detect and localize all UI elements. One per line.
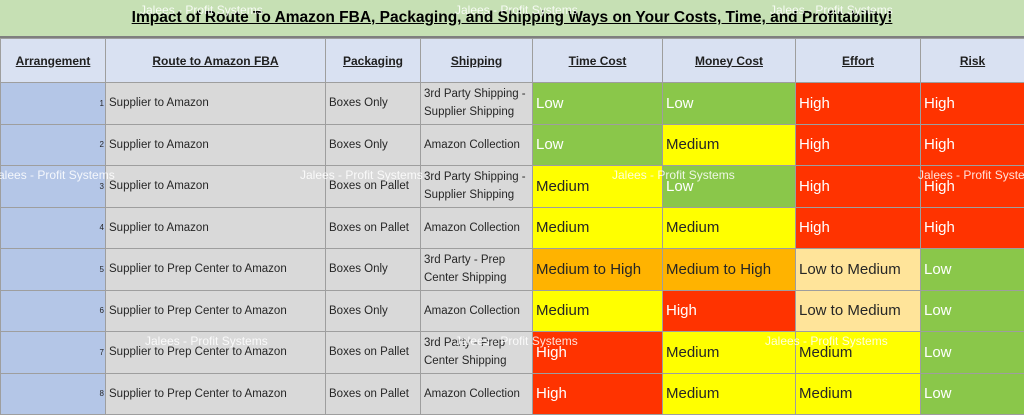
- sheet-title: Impact of Route To Amazon FBA, Packaging…: [131, 9, 893, 26]
- packaging-cell: Boxes Only: [325, 123, 421, 166]
- route-cell: Supplier to Amazon: [105, 123, 326, 166]
- time-cost-cell: Low: [532, 123, 663, 166]
- packaging-cell: Boxes Only: [325, 289, 421, 332]
- header-money-cost: Money Cost: [662, 38, 796, 83]
- risk-cell: Low: [920, 289, 1024, 332]
- table-row: 4 Supplier to Amazon Boxes on Pallet Ama…: [0, 206, 1024, 249]
- arrangement-number: 8: [0, 372, 106, 415]
- risk-cell: High: [920, 206, 1024, 249]
- risk-cell: High: [920, 123, 1024, 166]
- table-row: 6 Supplier to Prep Center to Amazon Boxe…: [0, 289, 1024, 332]
- time-cost-cell: Low: [532, 82, 663, 125]
- money-cost-cell: Medium: [662, 123, 796, 166]
- shipping-cell: Amazon Collection: [420, 206, 533, 249]
- route-cell: Supplier to Amazon: [105, 82, 326, 125]
- time-cost-cell: Medium: [532, 289, 663, 332]
- money-cost-cell: Medium: [662, 206, 796, 249]
- packaging-cell: Boxes Only: [325, 248, 421, 291]
- effort-cell: High: [795, 82, 921, 125]
- table-row: 7 Supplier to Prep Center to Amazon Boxe…: [0, 331, 1024, 374]
- route-cell: Supplier to Prep Center to Amazon: [105, 248, 326, 291]
- shipping-cell: 3rd Party - Prep Center Shipping: [420, 248, 533, 291]
- table-row: 8 Supplier to Prep Center to Amazon Boxe…: [0, 372, 1024, 415]
- title-bar: Impact of Route To Amazon FBA, Packaging…: [0, 0, 1024, 38]
- table-row: 3 Supplier to Amazon Boxes on Pallet 3rd…: [0, 165, 1024, 208]
- risk-cell: High: [920, 165, 1024, 208]
- risk-cell: Low: [920, 372, 1024, 415]
- header-time-cost: Time Cost: [532, 38, 663, 83]
- shipping-cell: Amazon Collection: [420, 289, 533, 332]
- shipping-cell: 3rd Party - Prep Center Shipping: [420, 331, 533, 374]
- arrangement-number: 3: [0, 165, 106, 208]
- packaging-cell: Boxes on Pallet: [325, 331, 421, 374]
- shipping-cell: 3rd Party Shipping - Supplier Shipping: [420, 165, 533, 208]
- comparison-table: Arrangement Route to Amazon FBA Packagin…: [0, 38, 1024, 415]
- header-route: Route to Amazon FBA: [105, 38, 326, 83]
- arrangement-number: 7: [0, 331, 106, 374]
- time-cost-cell: High: [532, 372, 663, 415]
- risk-cell: High: [920, 82, 1024, 125]
- money-cost-cell: Low: [662, 165, 796, 208]
- header-risk: Risk: [920, 38, 1024, 83]
- money-cost-cell: Medium to High: [662, 248, 796, 291]
- time-cost-cell: High: [532, 331, 663, 374]
- table-row: 2 Supplier to Amazon Boxes Only Amazon C…: [0, 123, 1024, 166]
- time-cost-cell: Medium: [532, 206, 663, 249]
- effort-cell: High: [795, 123, 921, 166]
- effort-cell: High: [795, 165, 921, 208]
- money-cost-cell: Low: [662, 82, 796, 125]
- header-arrangement: Arrangement: [0, 38, 106, 83]
- arrangement-number: 2: [0, 123, 106, 166]
- shipping-cell: Amazon Collection: [420, 372, 533, 415]
- effort-cell: Low to Medium: [795, 289, 921, 332]
- header-packaging: Packaging: [325, 38, 421, 83]
- arrangement-number: 1: [0, 82, 106, 125]
- money-cost-cell: Medium: [662, 331, 796, 374]
- packaging-cell: Boxes on Pallet: [325, 372, 421, 415]
- route-cell: Supplier to Prep Center to Amazon: [105, 289, 326, 332]
- route-cell: Supplier to Amazon: [105, 206, 326, 249]
- header-effort: Effort: [795, 38, 921, 83]
- risk-cell: Low: [920, 248, 1024, 291]
- effort-cell: Low to Medium: [795, 248, 921, 291]
- arrangement-number: 6: [0, 289, 106, 332]
- risk-cell: Low: [920, 331, 1024, 374]
- route-cell: Supplier to Prep Center to Amazon: [105, 331, 326, 374]
- time-cost-cell: Medium to High: [532, 248, 663, 291]
- effort-cell: Medium: [795, 331, 921, 374]
- table-row: 1 Supplier to Amazon Boxes Only 3rd Part…: [0, 82, 1024, 125]
- money-cost-cell: High: [662, 289, 796, 332]
- effort-cell: High: [795, 206, 921, 249]
- time-cost-cell: Medium: [532, 165, 663, 208]
- arrangement-number: 5: [0, 248, 106, 291]
- header-shipping: Shipping: [420, 38, 533, 83]
- shipping-cell: 3rd Party Shipping - Supplier Shipping: [420, 82, 533, 125]
- route-cell: Supplier to Amazon: [105, 165, 326, 208]
- table-row: 5 Supplier to Prep Center to Amazon Boxe…: [0, 248, 1024, 291]
- money-cost-cell: Medium: [662, 372, 796, 415]
- shipping-cell: Amazon Collection: [420, 123, 533, 166]
- packaging-cell: Boxes on Pallet: [325, 206, 421, 249]
- effort-cell: Medium: [795, 372, 921, 415]
- header-row: Arrangement Route to Amazon FBA Packagin…: [0, 38, 1024, 83]
- arrangement-number: 4: [0, 206, 106, 249]
- route-cell: Supplier to Prep Center to Amazon: [105, 372, 326, 415]
- packaging-cell: Boxes Only: [325, 82, 421, 125]
- packaging-cell: Boxes on Pallet: [325, 165, 421, 208]
